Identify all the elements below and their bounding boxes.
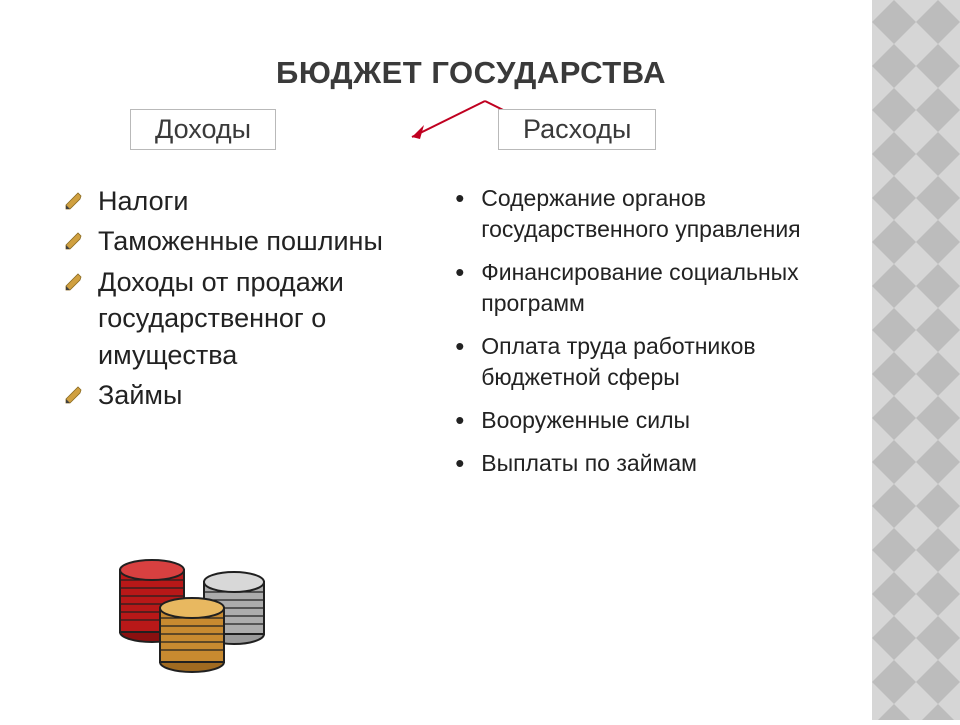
list-item: Доходы от продажи государственног о имущ… (60, 264, 431, 373)
list-item: Вооруженные силы (451, 405, 842, 436)
list-item: Финансирование социальных программ (451, 257, 842, 319)
diamond-pattern-sidebar (872, 0, 960, 720)
slide-content: БЮДЖЕТ ГОСУДАРСТВА Доходы Расходы Налоги… (0, 0, 872, 720)
list-item: Содержание органов государственного упра… (451, 183, 842, 245)
list-item: Займы (60, 377, 431, 413)
coin-stacks-icon (108, 538, 278, 678)
income-list: Налоги Таможенные пошлины Доходы от прод… (60, 183, 431, 414)
expense-list: Содержание органов государственного упра… (451, 183, 842, 479)
slide-title: БЮДЖЕТ ГОСУДАРСТВА (60, 55, 842, 91)
expense-column: Содержание органов государственного упра… (451, 183, 842, 491)
income-column: Налоги Таможенные пошлины Доходы от прод… (60, 183, 431, 491)
list-item: Выплаты по займам (451, 448, 842, 479)
split-categories: Доходы Расходы (60, 109, 842, 165)
columns: Налоги Таможенные пошлины Доходы от прод… (60, 183, 842, 491)
income-tag: Доходы (130, 109, 276, 150)
expense-tag: Расходы (498, 109, 656, 150)
list-item: Налоги (60, 183, 431, 219)
list-item: Таможенные пошлины (60, 223, 431, 259)
list-item: Оплата труда работников бюджетной сферы (451, 331, 842, 393)
